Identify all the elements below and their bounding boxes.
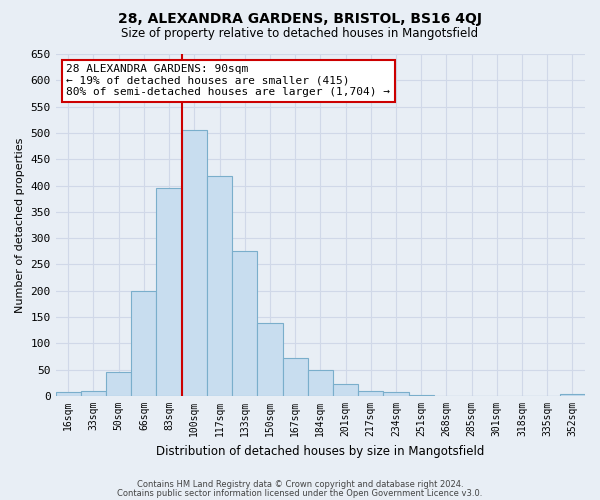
Bar xyxy=(182,130,207,396)
Bar xyxy=(106,372,131,396)
Bar xyxy=(308,370,333,396)
Bar xyxy=(409,395,434,396)
Text: 28 ALEXANDRA GARDENS: 90sqm
← 19% of detached houses are smaller (415)
80% of se: 28 ALEXANDRA GARDENS: 90sqm ← 19% of det… xyxy=(66,64,390,98)
Bar xyxy=(157,188,182,396)
Bar xyxy=(560,394,585,396)
X-axis label: Distribution of detached houses by size in Mangotsfield: Distribution of detached houses by size … xyxy=(156,444,485,458)
Bar xyxy=(283,358,308,396)
Bar xyxy=(333,384,358,396)
Bar xyxy=(207,176,232,396)
Text: 28, ALEXANDRA GARDENS, BRISTOL, BS16 4QJ: 28, ALEXANDRA GARDENS, BRISTOL, BS16 4QJ xyxy=(118,12,482,26)
Text: Contains HM Land Registry data © Crown copyright and database right 2024.: Contains HM Land Registry data © Crown c… xyxy=(137,480,463,489)
Bar xyxy=(131,291,157,396)
Text: Size of property relative to detached houses in Mangotsfield: Size of property relative to detached ho… xyxy=(121,28,479,40)
Bar xyxy=(232,252,257,396)
Bar xyxy=(81,391,106,396)
Text: Contains public sector information licensed under the Open Government Licence v3: Contains public sector information licen… xyxy=(118,488,482,498)
Bar xyxy=(257,324,283,396)
Y-axis label: Number of detached properties: Number of detached properties xyxy=(15,138,25,312)
Bar xyxy=(56,392,81,396)
Bar xyxy=(383,392,409,396)
Bar xyxy=(358,391,383,396)
